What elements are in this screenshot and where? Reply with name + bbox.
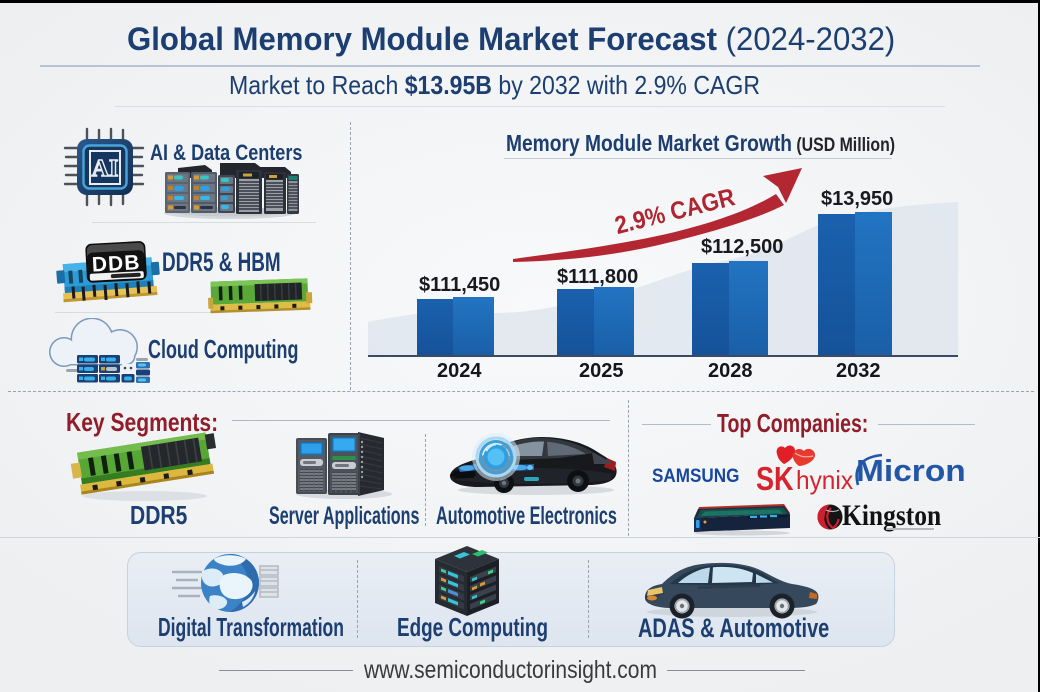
svg-text:AI: AI bbox=[92, 156, 119, 182]
